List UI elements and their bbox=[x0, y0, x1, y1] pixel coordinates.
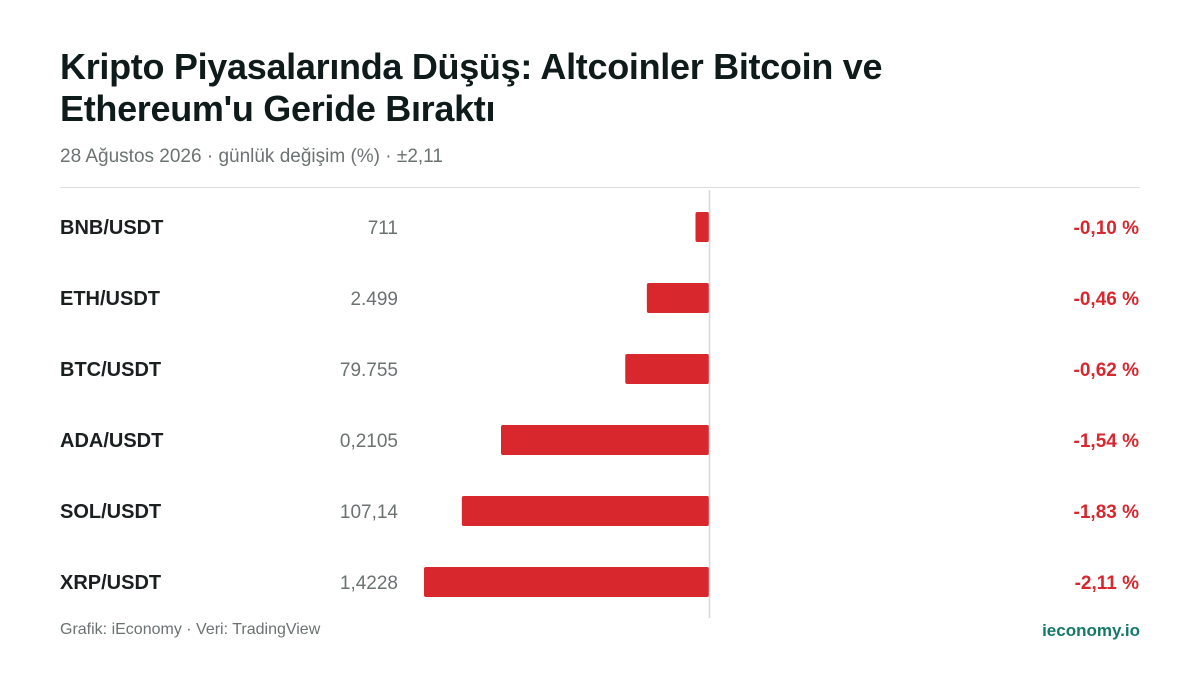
bars-layer: BNB/USDT 711 -0,10 % ETH/USDT 2.499 -0,46 % BT… bbox=[60, 212, 1139, 597]
bar bbox=[646, 283, 709, 313]
price-label: 711 bbox=[368, 218, 398, 239]
chart-title-line-1: Kripto Piyasalarında Düşüş: Altcoinler B… bbox=[60, 46, 883, 87]
bar bbox=[625, 354, 709, 384]
price-label: 2.499 bbox=[350, 289, 398, 310]
pair-label: XRP/USDT bbox=[60, 572, 161, 594]
bar bbox=[424, 567, 709, 597]
bar-chart: BNB/USDT 711 -0,10 % ETH/USDT 2.499 -0,46 % BT… bbox=[60, 190, 1139, 618]
chart-title-line-2: Ethereum'u Geride Bıraktı bbox=[60, 88, 496, 129]
value-label: -2,11 % bbox=[1075, 573, 1140, 594]
brand-link[interactable]: ieconomy.io bbox=[1042, 621, 1140, 640]
price-label: 79.755 bbox=[340, 360, 398, 381]
bar bbox=[500, 425, 709, 455]
pair-label: ETH/USDT bbox=[60, 288, 160, 310]
price-label: 0,2105 bbox=[340, 431, 398, 452]
header-divider bbox=[60, 187, 1140, 188]
pair-label: ADA/USDT bbox=[60, 430, 163, 452]
chart-title: Kripto Piyasalarında Düşüş: Altcoinler B… bbox=[60, 46, 1060, 130]
value-label: -1,54 % bbox=[1074, 431, 1140, 452]
value-label: -0,62 % bbox=[1074, 360, 1140, 381]
value-label: -1,83 % bbox=[1074, 502, 1140, 523]
bar bbox=[461, 496, 709, 526]
chart-subtitle: 28 Ağustos 2026 · günlük değişim (%) · ±… bbox=[60, 146, 443, 167]
value-label: -0,46 % bbox=[1074, 289, 1140, 310]
pair-label: SOL/USDT bbox=[60, 501, 161, 523]
pair-label: BNB/USDT bbox=[60, 217, 163, 239]
price-label: 107,14 bbox=[340, 502, 399, 523]
bar bbox=[695, 212, 709, 242]
price-label: 1,4228 bbox=[340, 573, 398, 594]
footer-credit: Grafik: iEconomy · Veri: TradingView bbox=[60, 621, 321, 638]
value-label: -0,10 % bbox=[1074, 218, 1140, 239]
pair-label: BTC/USDT bbox=[60, 359, 161, 381]
